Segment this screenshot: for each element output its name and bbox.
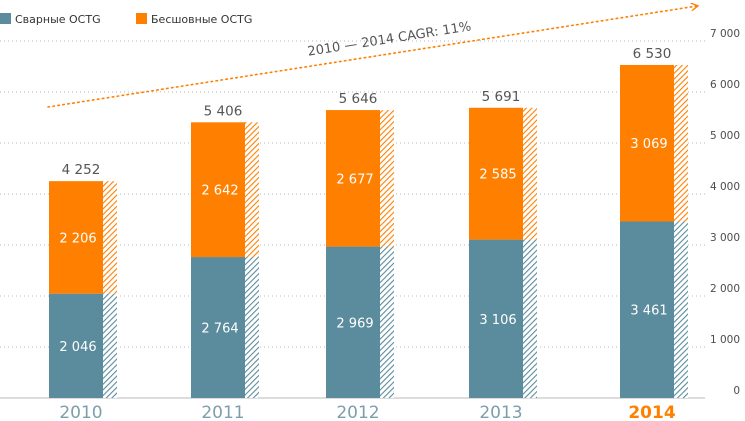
x-tick-label-2011: 2011 bbox=[201, 403, 244, 421]
segment-label-welded-2012: 2 969 bbox=[336, 316, 373, 331]
legend-swatch-welded bbox=[0, 13, 11, 24]
bar-seamless-2012 bbox=[326, 110, 380, 247]
legend-swatch-seamless bbox=[136, 13, 147, 24]
bar-welded-2011 bbox=[191, 257, 245, 398]
cagr-arrow bbox=[47, 6, 697, 108]
segment-label-seamless-2013: 2 585 bbox=[479, 168, 516, 183]
bar-seamless-2013 bbox=[469, 107, 523, 240]
legend: Сварные OCTG Бесшовные OCTG bbox=[0, 13, 252, 26]
legend-label-welded: Сварные OCTG bbox=[15, 13, 101, 26]
bar-hatch-welded-2012 bbox=[380, 246, 394, 398]
bar-seamless-2014 bbox=[620, 64, 674, 222]
y-tick-label-7000: 7 000 bbox=[710, 28, 740, 40]
y-tick-label-3000: 3 000 bbox=[710, 232, 740, 244]
bar-welded-2012 bbox=[326, 246, 380, 398]
bar-hatch-welded-2011 bbox=[245, 257, 259, 398]
y-tick-label-1000: 1 000 bbox=[710, 334, 740, 346]
bar-welded-2014 bbox=[620, 221, 674, 398]
bars bbox=[49, 64, 688, 398]
bar-hatch-welded-2013 bbox=[523, 239, 537, 398]
x-axis-ticks: 2010 2011 2012 2013 2014 bbox=[59, 403, 675, 421]
legend-item-seamless: Бесшовные OCTG bbox=[136, 13, 252, 26]
data-labels: 2 046 2 206 4 252 2 764 2 642 5 406 2 969 2 677… bbox=[59, 46, 671, 355]
bar-hatch-seamless-2013 bbox=[523, 107, 537, 240]
segment-label-welded-2010: 2 046 bbox=[59, 340, 96, 355]
y-tick-label-4000: 4 000 bbox=[710, 181, 740, 193]
y-tick-label-5000: 5 000 bbox=[710, 130, 740, 142]
y-tick-label-2000: 2 000 bbox=[710, 283, 740, 295]
x-tick-label-2013: 2013 bbox=[479, 403, 522, 421]
bar-welded-2013 bbox=[469, 239, 523, 398]
segment-label-welded-2011: 2 764 bbox=[201, 322, 238, 337]
segment-label-seamless-2011: 2 642 bbox=[201, 184, 238, 199]
bar-hatch-welded-2014 bbox=[674, 221, 688, 398]
segment-label-seamless-2014: 3 069 bbox=[630, 137, 667, 152]
bar-hatch-seamless-2012 bbox=[380, 110, 394, 247]
total-label-2011: 5 406 bbox=[204, 103, 243, 119]
bar-hatch-seamless-2014 bbox=[674, 64, 688, 222]
segment-label-welded-2014: 3 461 bbox=[630, 304, 667, 319]
bar-hatch-welded-2010 bbox=[103, 293, 117, 398]
y-tick-label-0: 0 bbox=[733, 385, 740, 397]
x-tick-label-2012: 2012 bbox=[336, 403, 379, 421]
x-tick-label-2014: 2014 bbox=[628, 403, 675, 421]
segment-label-seamless-2010: 2 206 bbox=[59, 231, 96, 246]
bar-seamless-2011 bbox=[191, 122, 245, 258]
legend-item-welded: Сварные OCTG bbox=[0, 13, 101, 26]
y-tick-label-6000: 6 000 bbox=[710, 79, 740, 91]
segment-label-welded-2013: 3 106 bbox=[479, 313, 516, 328]
x-tick-label-2010: 2010 bbox=[59, 403, 102, 421]
total-label-2012: 5 646 bbox=[339, 91, 378, 107]
segment-label-seamless-2012: 2 677 bbox=[336, 172, 373, 187]
total-label-2013: 5 691 bbox=[482, 89, 521, 105]
bar-hatch-seamless-2011 bbox=[245, 122, 259, 258]
legend-label-seamless: Бесшовные OCTG bbox=[151, 13, 252, 26]
total-label-2010: 4 252 bbox=[62, 162, 101, 178]
y-axis-ticks: 0 1 000 2 000 3 000 4 000 5 000 6 000 7 000 bbox=[710, 28, 740, 397]
bar-hatch-seamless-2010 bbox=[103, 181, 117, 294]
bar-welded-2010 bbox=[49, 293, 103, 398]
bar-seamless-2010 bbox=[49, 181, 103, 294]
total-label-2014: 6 530 bbox=[633, 46, 672, 62]
